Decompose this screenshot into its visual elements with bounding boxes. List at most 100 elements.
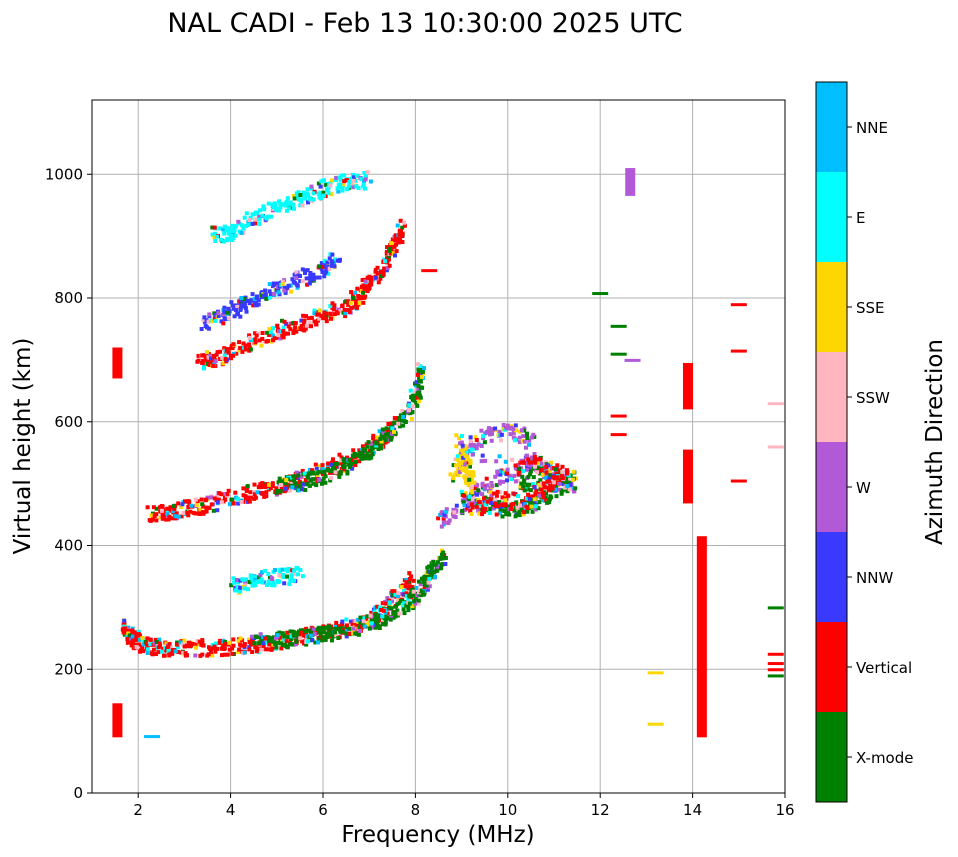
echo-point [506,423,510,428]
echo-point [558,478,563,483]
echo-point [351,296,356,300]
echo-point [213,239,218,243]
echo-point [477,502,482,507]
echo-point [226,306,231,311]
echo-point [194,645,199,650]
echo-point [333,470,338,475]
grid-lines [92,100,786,794]
echo-point [185,511,190,515]
echo-point [470,452,475,457]
echo-point [323,474,328,479]
echo-point [357,448,362,453]
echo-point [204,497,209,502]
echo-point [560,469,565,474]
echo-point [134,645,139,650]
echo-point [369,618,374,623]
echo-point [324,267,329,272]
colorbar-frame [815,81,848,803]
echo-point [279,646,284,651]
echo-point [243,343,248,348]
echo-point [561,482,566,487]
echo-point [295,283,300,288]
echo-point [282,331,287,336]
echo-point [402,592,407,597]
echo-point [293,321,298,326]
echo-point [233,490,238,495]
echo-point [201,504,206,509]
echo-point [148,637,153,642]
echo-point [162,653,166,658]
echo-point [351,185,356,190]
echo-point [148,642,153,647]
echo-point [250,650,255,654]
echo-point [516,494,521,499]
echo-point [173,649,178,654]
echo-point [373,440,378,445]
echo-point [300,639,305,644]
echo-point [219,500,224,505]
echo-point [288,200,293,205]
echo-point [319,261,324,266]
echo-point [247,580,252,584]
echo-point [416,579,421,584]
echo-point [417,393,422,398]
echo-point [370,625,375,630]
echo-point [247,645,252,650]
echo-point [228,353,233,358]
echo-point [363,279,368,284]
echo-point [382,266,387,271]
echo-point [295,285,300,290]
echo-point [322,274,327,279]
echo-point [354,298,358,303]
echo-point [539,468,544,473]
echo-point [524,504,529,509]
echo-point [519,466,524,471]
echo-point [498,507,503,512]
echo-point [266,201,271,206]
echo-point [508,432,513,437]
echo-point [473,499,478,504]
echo-point [230,226,235,231]
echo-point [411,589,416,594]
echo-point [459,489,464,494]
echo-point [371,433,376,438]
echo-point [416,598,421,603]
echo-point [410,585,415,589]
echo-point [224,642,229,647]
echo-point [488,432,492,437]
echo-point [141,642,146,647]
echo-point [422,582,427,587]
echo-point [277,573,282,578]
echo-point [223,357,228,361]
echo-point [363,177,368,182]
echo-point [245,499,250,504]
echo-point [374,443,379,448]
echo-point [303,488,308,492]
echo-mark [624,358,641,362]
echo-point [202,353,207,358]
echo-point [413,596,418,601]
echo-point [459,461,464,466]
echo-point [385,259,390,264]
echo-point [248,490,253,495]
echo-point [366,620,371,625]
echo-point [327,256,332,261]
echo-point [386,616,391,621]
echo-point [360,452,365,456]
echo-point [401,589,406,593]
echo-point [340,629,345,634]
echo-point [311,191,316,196]
echo-point [284,208,289,213]
echo-point [264,490,269,495]
echo-point [324,625,329,630]
echo-point [388,251,393,256]
echo-point [392,589,397,594]
echo-point [470,505,475,510]
echo-point [464,450,469,455]
echo-point [565,484,570,489]
echo-point [231,637,236,642]
echo-point [275,640,280,645]
echo-point [285,574,289,579]
echo-point [261,643,266,648]
echo-point [409,574,414,579]
